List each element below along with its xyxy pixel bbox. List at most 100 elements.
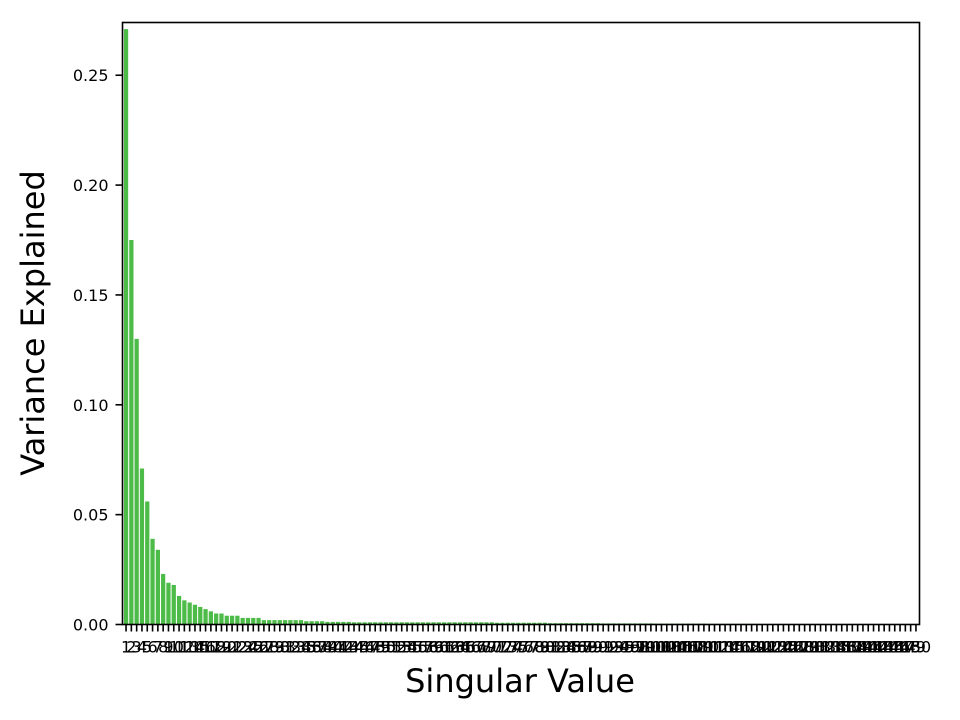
x-tick-label: 133 [811,638,842,657]
x-tick-label: 95 [614,638,634,657]
bar [452,622,457,625]
bar [537,622,542,625]
bar [447,622,452,625]
x-tick-label: 13 [179,638,199,657]
bar [229,615,235,625]
bar [325,621,330,625]
x-tick-label: 55 [402,638,422,657]
x-tick-label: 86 [566,638,586,657]
bar [129,240,134,625]
x-tick-label: 123 [758,638,789,657]
x-tick-label: 68 [471,638,491,657]
x-tick-label: 142 [858,638,889,657]
x-tick-label: 148 [890,638,921,657]
plot-frame [121,21,921,626]
bar [463,622,468,625]
x-tick-label: 92 [598,638,618,657]
x-tick-label: 93 [604,638,624,657]
bar [182,600,187,625]
y-axis-ticks: 0.00 0.05 0.10 0.15 0.20 0.25 [73,66,123,635]
bar [314,621,320,625]
x-tick-label: 76 [513,638,533,657]
x-tick-label: 74 [503,638,523,657]
x-tick-label: 70 [482,638,502,657]
x-tick-label: 120 [742,638,773,657]
x-tick-label: 52 [386,638,406,657]
x-tick-label: 57 [413,638,433,657]
bar [304,621,309,625]
x-tick-label: 14 [185,638,205,657]
x-tick-label: 34 [291,638,311,657]
bar [542,622,547,625]
bar [521,622,526,625]
x-tick-label: 23 [233,638,253,657]
x-tick-label: 129 [789,638,820,657]
x-tick-label: 58 [418,638,438,657]
x-tick-label: 18 [206,638,226,657]
x-tick-label: 113 [705,638,736,657]
bar [341,621,346,625]
x-tick-label: 112 [699,638,730,657]
x-tick-label: 125 [768,638,799,657]
bar [203,609,208,625]
x-tick-label: 11 [169,638,189,657]
bar [346,621,351,625]
bar [468,622,473,625]
bar [394,622,399,625]
x-tick-label: 144 [869,638,900,657]
x-tick-label: 26 [248,638,268,657]
x-tick-label: 38 [312,638,332,657]
x-tick-label: 117 [726,638,757,657]
x-tick-label: 106 [667,638,698,657]
bar [134,338,139,625]
y-tick-label: 0.25 [73,66,109,85]
x-tick-label: 72 [492,638,512,657]
bar [415,622,420,625]
bar [505,622,510,625]
bar [431,622,436,625]
x-tick-label: 136 [826,638,857,657]
x-tick-label: 77 [519,638,539,657]
bar [479,622,484,625]
bar [389,622,394,625]
y-tick-label: 0.15 [73,286,109,305]
x-tick-label: 31 [275,638,295,657]
bar [410,622,415,625]
x-tick-label: 25 [243,638,263,657]
y-tick-label: 0.05 [73,506,109,525]
x-tick-label: 69 [476,638,496,657]
bar [219,613,224,625]
x-tick-label: 121 [747,638,778,657]
x-tick-label: 54 [397,638,417,657]
x-tick-label: 134 [816,638,847,657]
x-tick-label: 91 [593,638,613,657]
bar [495,622,500,625]
x-tick-label: 119 [736,638,767,657]
x-tick-label: 15 [190,638,210,657]
bar [145,501,150,625]
bar [192,604,198,625]
x-tick-label: 135 [821,638,852,657]
y-tick-label: 0.00 [73,616,109,635]
x-tick-label: 27 [254,638,274,657]
bar [526,622,532,625]
bar [251,617,256,625]
bar [176,595,182,625]
x-tick-label: 149 [895,638,926,657]
x-tick-label: 8 [158,638,168,657]
x-tick-label: 105 [662,638,693,657]
x-tick-label: 71 [487,638,507,657]
bar [362,622,367,625]
x-tick-label: 9 [163,638,173,657]
bar [123,29,129,625]
bar [240,617,245,625]
x-tick-label: 46 [354,638,374,657]
bar [351,622,357,625]
y-tick-label: 0.20 [73,176,109,195]
bar [330,621,335,625]
bar [436,622,441,625]
x-tick-label: 41 [328,638,348,657]
bar [282,620,288,625]
bar [442,622,447,625]
